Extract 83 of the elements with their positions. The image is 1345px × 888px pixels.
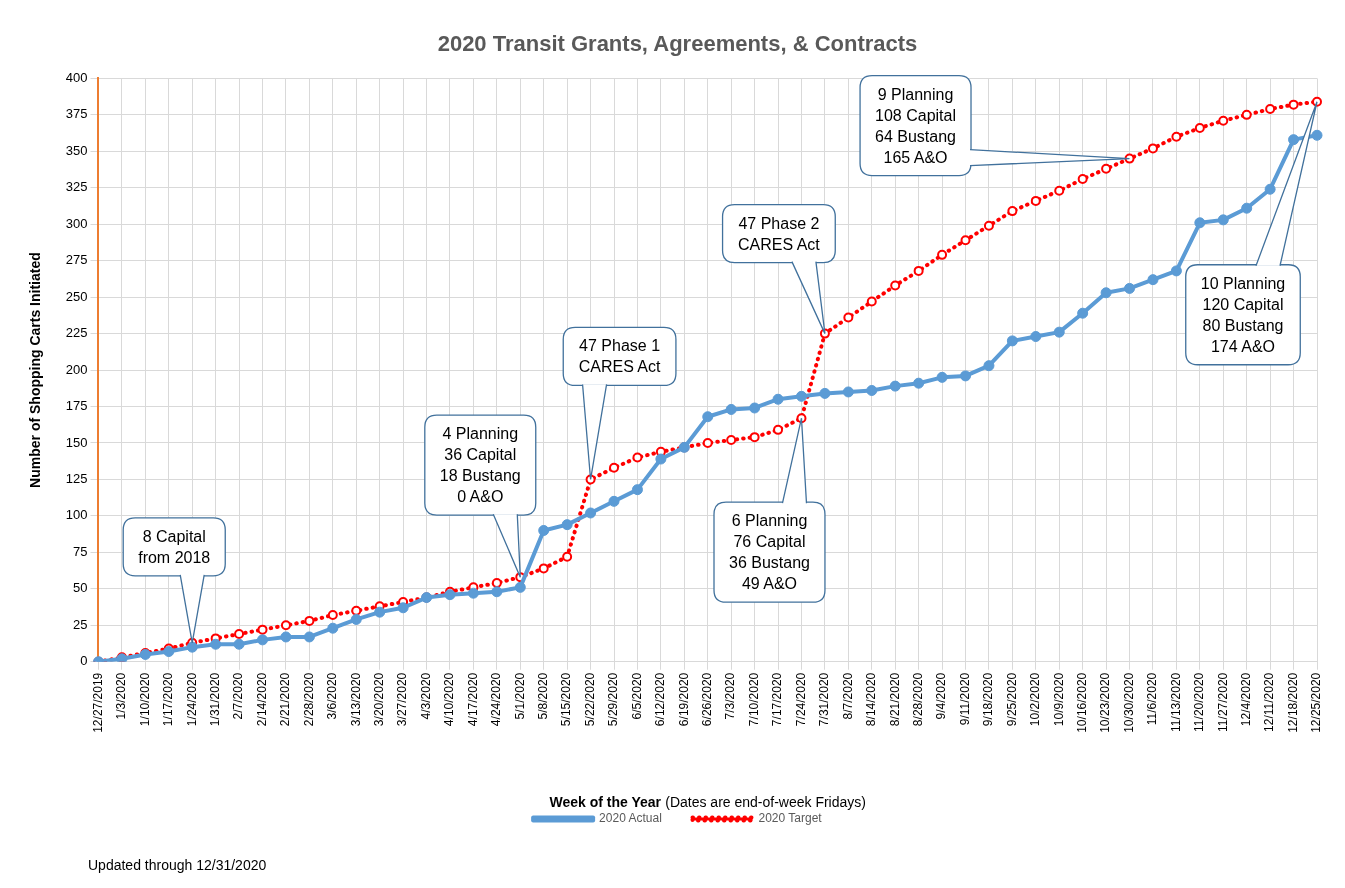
x-tick-label: 5/29/2020 — [606, 672, 621, 727]
y-tick-label: 275 — [65, 252, 88, 268]
x-tick-label: 11/27/2020 — [1215, 672, 1230, 732]
x-tick-label: 10/16/2020 — [1074, 672, 1089, 733]
annotation: 6 Planning 76 Capital 36 Bustang 49 A&O — [729, 512, 810, 593]
x-tick-label: 6/5/2020 — [629, 672, 644, 720]
y-tick-label: 200 — [65, 361, 88, 377]
y-tick-label: 150 — [65, 434, 88, 450]
x-tick-label: 11/6/2020 — [1145, 672, 1160, 726]
x-tick-label: 4/17/2020 — [465, 672, 480, 727]
x-tick-label: 9/11/2020 — [957, 672, 972, 726]
x-tick-label: 12/18/2020 — [1285, 672, 1300, 733]
y-tick-label: 325 — [65, 179, 88, 195]
x-tick-label: 5/8/2020 — [536, 672, 551, 720]
y-tick-label: 100 — [65, 507, 88, 523]
y-tick-label: 375 — [65, 106, 88, 122]
x-tick-label: 11/13/2020 — [1168, 672, 1183, 732]
x-tick-label: 10/30/2020 — [1121, 672, 1136, 733]
x-tick-label: 7/10/2020 — [746, 672, 761, 727]
x-tick-label: 3/20/2020 — [372, 672, 386, 727]
annotation: 47 Phase 1 CARES Act — [578, 337, 662, 376]
x-tick-label: 1/10/2020 — [137, 672, 152, 727]
y-tick-label: 400 — [65, 69, 88, 85]
x-tick-label: 1/17/2020 — [161, 672, 176, 727]
x-tick-label: 10/9/2020 — [1051, 672, 1066, 727]
x-tick-label: 12/27/2019 — [90, 672, 105, 733]
x-tick-label: 1/24/2020 — [184, 672, 199, 727]
x-tick-label: 9/4/2020 — [934, 672, 949, 720]
x-tick-label: 2/14/2020 — [254, 672, 269, 727]
x-tick-label: 1/3/2020 — [114, 672, 129, 720]
x-tick-label: 2/7/2020 — [231, 672, 246, 720]
legend-label: 2020 Target — [758, 811, 823, 826]
x-tick-label: 7/31/2020 — [817, 672, 832, 727]
y-tick-label: 175 — [65, 398, 88, 414]
x-tick-label: 8/7/2020 — [840, 672, 855, 720]
y-tick-label: 75 — [73, 543, 88, 559]
x-tick-label: 10/23/2020 — [1098, 672, 1113, 733]
x-tick-label: 8/28/2020 — [910, 672, 925, 727]
annotation: 47 Phase 2 CARES Act — [738, 214, 821, 253]
annotation: 10 Planning 120 Capital 80 Bustang 174 A&O — [1200, 274, 1286, 355]
y-tick-label: 300 — [65, 215, 88, 231]
y-tick-label: 250 — [65, 288, 88, 304]
x-tick-label: 10/2/2020 — [1028, 672, 1043, 727]
x-tick-label: 9/25/2020 — [1004, 672, 1019, 727]
x-tick-label: 4/10/2020 — [442, 672, 457, 727]
x-tick-label: 11/20/2020 — [1192, 672, 1207, 732]
x-tick-label: 4/3/2020 — [418, 672, 433, 720]
x-tick-label: 5/15/2020 — [559, 672, 574, 727]
x-tick-label: 12/11/2020 — [1262, 672, 1277, 732]
y-tick-label: 225 — [65, 325, 88, 341]
x-tick-label: 2/21/2020 — [278, 672, 293, 727]
text: Updated through 12/31/2020 — [88, 856, 267, 873]
x-tick-label: 3/6/2020 — [325, 672, 340, 720]
y-tick-label: 0 — [80, 653, 88, 669]
x-axis-title: Week of the Year (Dates are end-of-week Fridays) — [549, 793, 866, 810]
x-tick-label: 3/27/2020 — [395, 672, 410, 727]
annotation: 8 Capital from 2018 — [138, 527, 211, 566]
x-tick-label: 12/4/2020 — [1239, 672, 1254, 727]
x-tick-label: 7/17/2020 — [770, 672, 785, 727]
y-axis-title: Number of Shopping Carts Initiated — [26, 252, 43, 488]
x-tick-label: 7/3/2020 — [723, 672, 738, 720]
x-tick-label: 5/1/2020 — [512, 672, 527, 720]
x-tick-label: 7/24/2020 — [793, 672, 808, 727]
x-tick-label: 12/25/2020 — [1309, 672, 1324, 733]
x-tick-label: 9/18/2020 — [981, 672, 996, 727]
y-tick-label: 50 — [73, 580, 88, 596]
x-tick-label: 5/22/2020 — [582, 672, 597, 727]
annotation: 9 Planning 108 Capital 64 Bustang 165 A&O — [875, 85, 957, 166]
x-tick-label: 1/31/2020 — [207, 672, 222, 727]
x-tick-label: 6/26/2020 — [700, 672, 715, 727]
x-tick-label: 6/19/2020 — [676, 672, 691, 727]
x-tick-label: 2/28/2020 — [301, 672, 316, 727]
annotation: 4 Planning 36 Capital 18 Bustang 0 A&O — [439, 425, 521, 506]
x-tick-label: 8/21/2020 — [887, 672, 902, 727]
x-tick-label: 8/14/2020 — [864, 672, 879, 727]
legend-label: 2020 Actual — [599, 811, 662, 826]
chart-title: 2020 Transit Grants, Agreements, & Contracts — [437, 31, 918, 57]
y-tick-label: 25 — [73, 616, 88, 632]
y-tick-label: 125 — [65, 471, 88, 487]
x-tick-label: 3/13/2020 — [348, 672, 363, 727]
x-tick-label: 6/12/2020 — [653, 672, 668, 727]
x-tick-label: 4/24/2020 — [489, 672, 504, 727]
y-tick-label: 350 — [65, 142, 88, 158]
